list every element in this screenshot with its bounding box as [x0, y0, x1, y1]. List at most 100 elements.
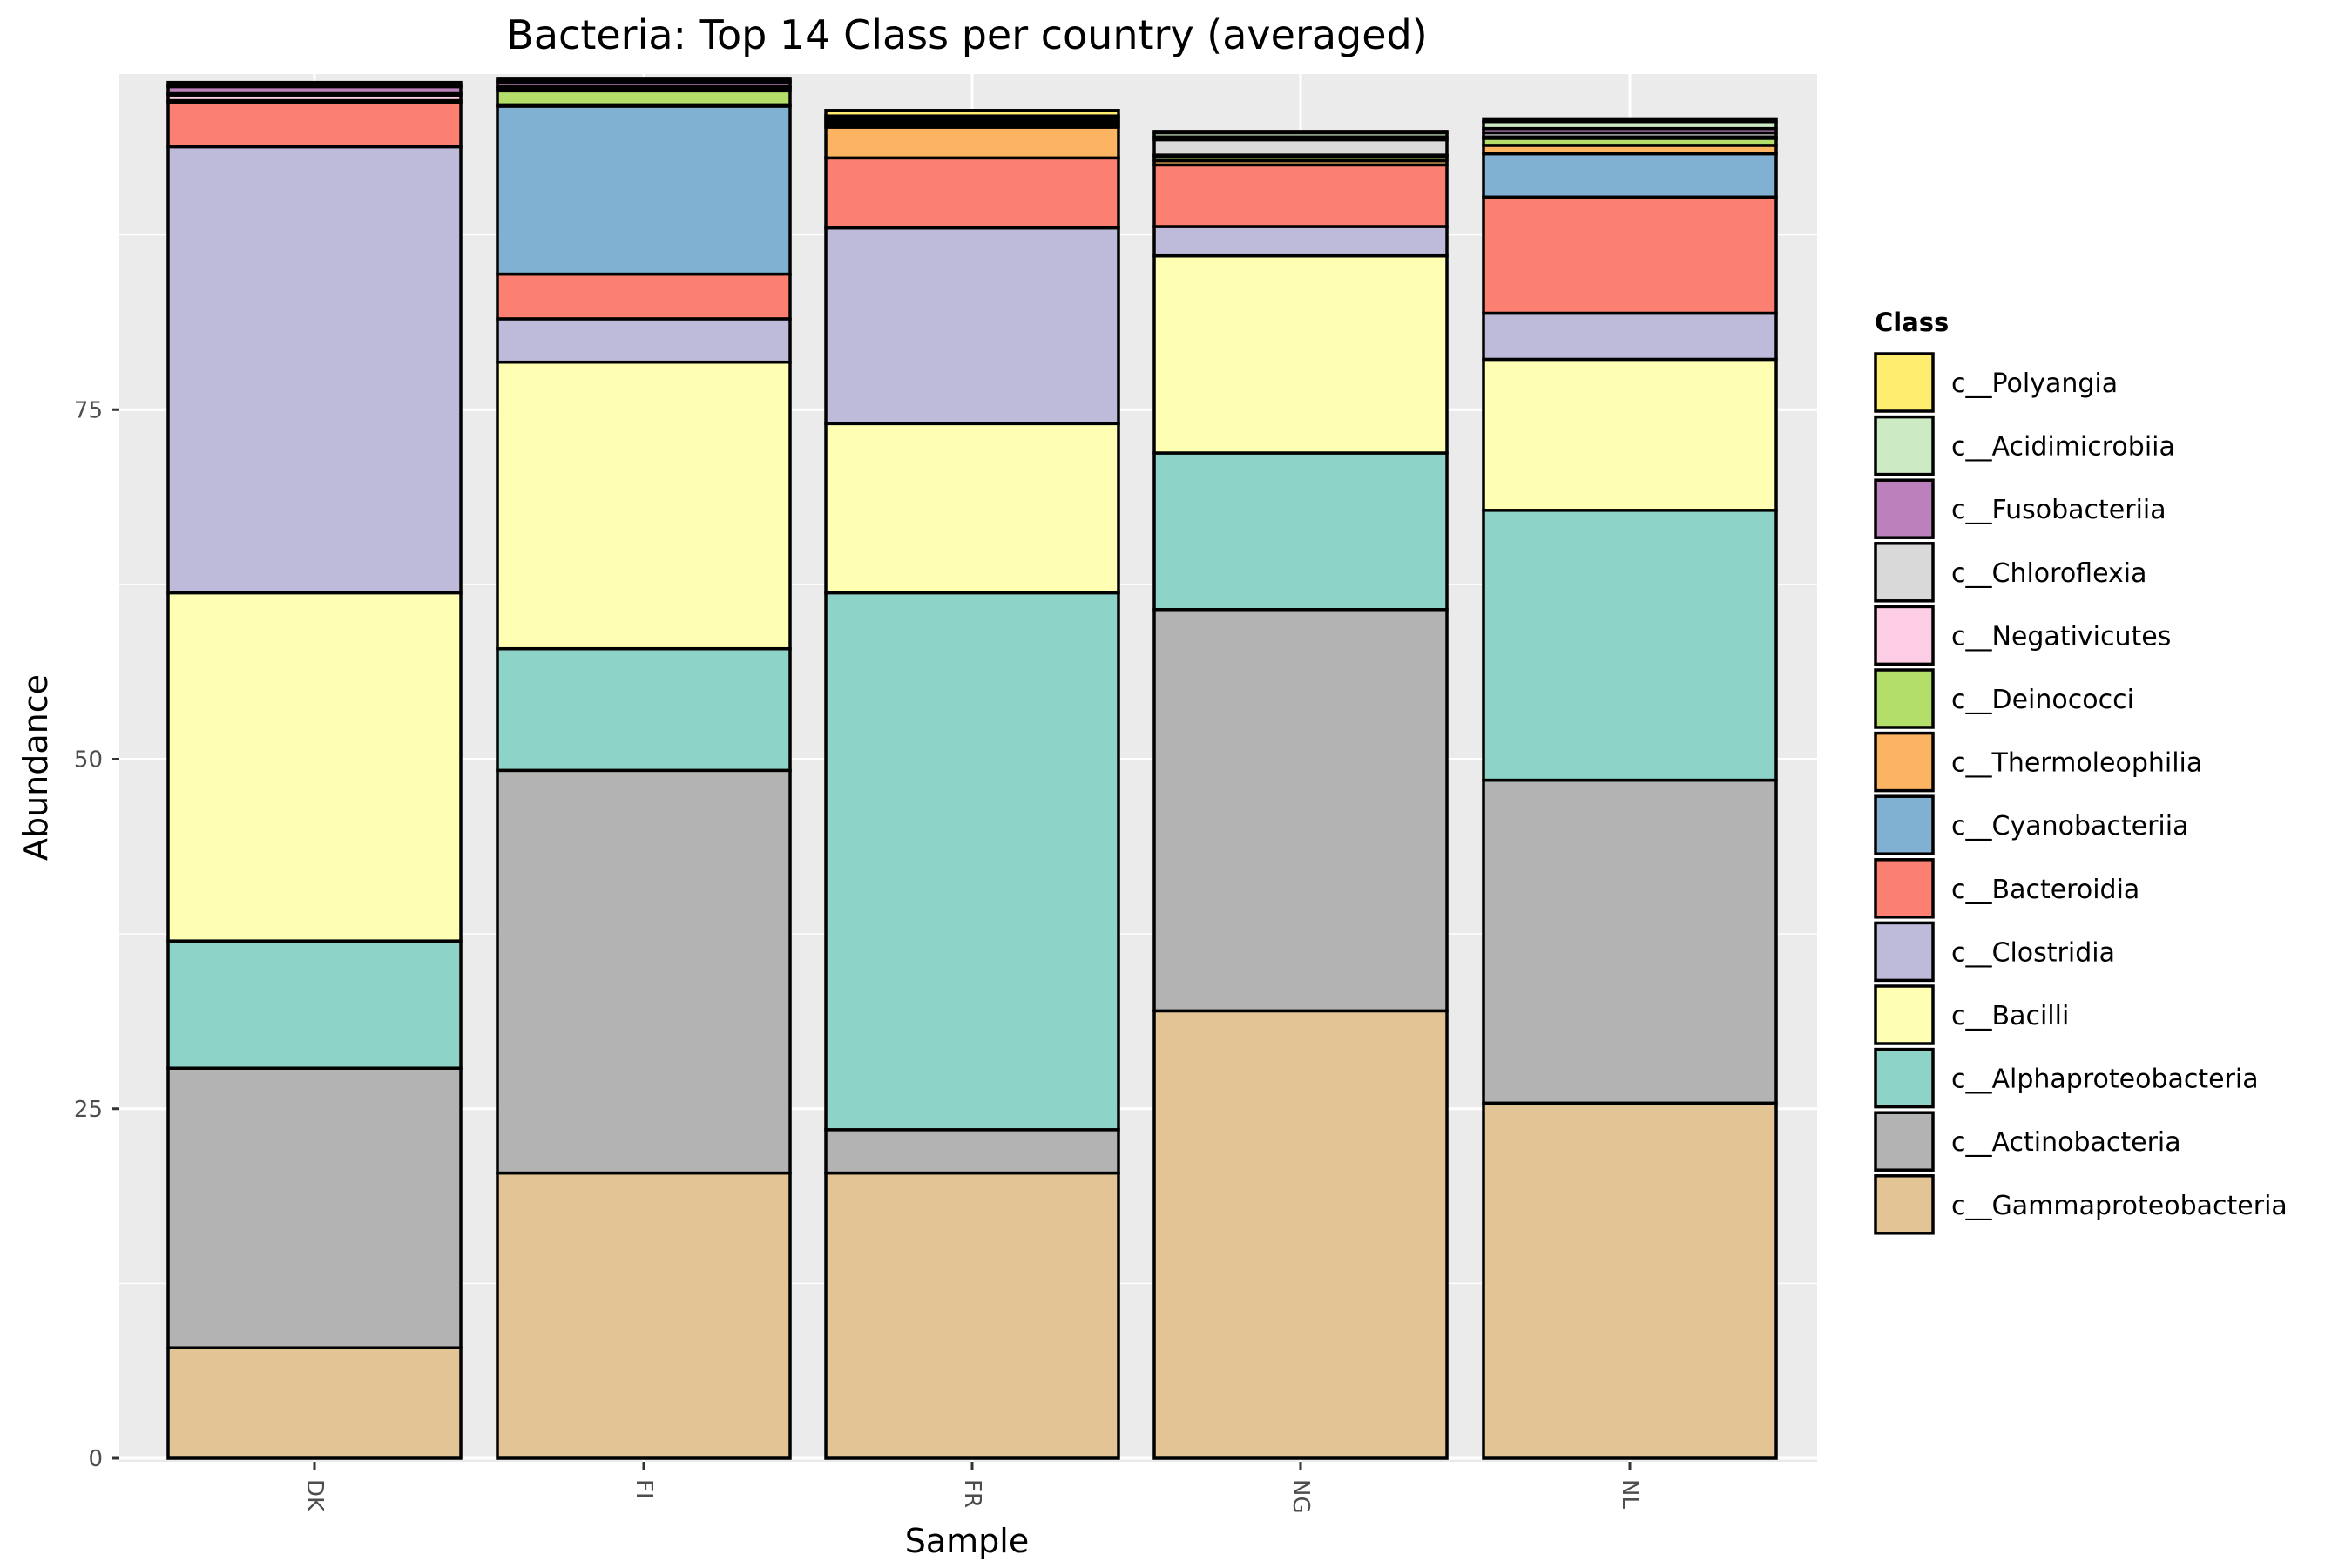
bar-segment [1152, 608, 1449, 1013]
legend-item: c__Fusobacteriia [1874, 478, 2166, 539]
legend-label: c__Acidimicrobiia [1951, 432, 2175, 463]
bar-segment [824, 125, 1120, 160]
legend-label: c__Gammaproteobacteria [1951, 1191, 2288, 1221]
bar-segment [824, 109, 1120, 118]
bar-segment [496, 1171, 792, 1460]
bar-stack-nl [1482, 117, 1778, 1460]
legend-label: c__Alphaproteobacteria [1951, 1064, 2259, 1095]
x-tick-label: FI [631, 1479, 657, 1499]
bar-stack-fr [824, 109, 1120, 1460]
y-axis-title: Abundance [17, 674, 55, 861]
x-axis-title: Sample [905, 1522, 1029, 1560]
bar-segment [1152, 163, 1449, 228]
chart-title: Bacteria: Top 14 Class per country (aver… [506, 11, 1427, 58]
bar-segment [496, 77, 792, 83]
bar-segment [1482, 509, 1778, 782]
bar-segment [1152, 138, 1449, 157]
legend-key [1874, 478, 1935, 539]
legend-label: c__Chloroflexia [1951, 558, 2146, 589]
y-tick-label: 0 [88, 1446, 103, 1472]
bar-segment [1482, 778, 1778, 1105]
legend-key [1874, 731, 1935, 793]
legend-title: Class [1875, 308, 1949, 337]
legend-item: c__Thermoleophilia [1874, 731, 2202, 793]
bar-segment [824, 226, 1120, 426]
legend-label: c__Bacteroidia [1951, 875, 2139, 905]
axes: 0 25 50 75 DK FI FR NG NL [74, 397, 1643, 1513]
legend-item: c__Acidimicrobiia [1874, 415, 2175, 476]
bar-segment [1482, 311, 1778, 362]
bar-segment [1482, 195, 1778, 315]
legend-label: c__Actinobacteria [1951, 1127, 2181, 1158]
x-tick-label: NG [1288, 1479, 1314, 1514]
legend-item: c__Clostridia [1874, 921, 2115, 983]
bar-segment [1482, 357, 1778, 512]
legend-key [1874, 984, 1935, 1045]
bar-stack-fi [496, 77, 792, 1460]
bar-segment [496, 89, 792, 107]
legend-label: c__Deinococci [1951, 685, 2134, 715]
x-tick-label: NL [1617, 1479, 1643, 1509]
legend-item: c__Bacteroidia [1874, 858, 2139, 919]
bar-segment [496, 317, 792, 364]
bars [166, 77, 1778, 1460]
legend-key [1874, 921, 1935, 983]
bar-segment [166, 591, 463, 943]
bar-stack-dk [166, 80, 463, 1460]
bar-segment [824, 422, 1120, 595]
bar-segment [1482, 1101, 1778, 1460]
y-tick-label: 75 [74, 397, 103, 423]
legend-label: c__Polyangia [1951, 368, 2118, 399]
x-tick-label: FR [959, 1479, 985, 1508]
legend-item: c__Alphaproteobacteria [1874, 1047, 2259, 1109]
legend-item: c__Polyangia [1874, 352, 2118, 413]
bar-segment [496, 105, 792, 276]
bar-segment [496, 646, 792, 773]
bar-segment [496, 768, 792, 1175]
bar-segment [166, 1346, 463, 1460]
legend-key [1874, 1174, 1935, 1235]
bar-segment [1152, 130, 1449, 135]
y-tick-label: 25 [74, 1097, 103, 1123]
bar-segment [1482, 117, 1778, 124]
bar-segment [166, 100, 463, 149]
bar-segment [824, 1128, 1120, 1175]
bar-segment [824, 591, 1120, 1132]
legend-item: c__Negativicutes [1874, 605, 2171, 666]
legend-key [1874, 668, 1935, 729]
legend-key [1874, 605, 1935, 666]
legend-key [1874, 794, 1935, 855]
bar-segment [166, 939, 463, 1070]
legend-label: c__Negativicutes [1951, 621, 2171, 652]
legend-item: c__Gammaproteobacteria [1874, 1174, 2288, 1235]
legend-key [1874, 542, 1935, 603]
x-tick-label: DK [301, 1479, 328, 1512]
legend-item: c__Cyanobacteriia [1874, 794, 2188, 855]
bar-segment [166, 80, 463, 87]
bar-segment [824, 1171, 1120, 1460]
y-tick-label: 50 [74, 747, 103, 774]
bar-segment [1152, 1009, 1449, 1460]
legend-item: c__Bacilli [1874, 984, 2069, 1045]
bar-segment [166, 1066, 463, 1349]
legend-label: c__Thermoleophilia [1951, 748, 2202, 779]
legend-key [1874, 352, 1935, 413]
legend-key [1874, 1047, 1935, 1109]
bar-segment [1152, 225, 1449, 258]
legend-key [1874, 1111, 1935, 1172]
legend-label: c__Clostridia [1951, 937, 2115, 968]
legend-label: c__Bacilli [1951, 1001, 2069, 1031]
bar-segment [1152, 451, 1449, 612]
legend-label: c__Cyanobacteriia [1951, 811, 2188, 841]
legend-item: c__Actinobacteria [1874, 1111, 2181, 1172]
legend: Class c__Polyangia c__Acidimicrobiia c__Fu… [1874, 308, 2288, 1235]
bar-segment [1152, 253, 1449, 455]
legend-label: c__Fusobacteriia [1951, 495, 2166, 525]
bar-segment [1482, 152, 1778, 199]
legend-key [1874, 415, 1935, 476]
bar-segment [824, 156, 1120, 230]
legend-item: c__Deinococci [1874, 668, 2134, 729]
bar-segment [166, 145, 463, 595]
bar-segment [496, 272, 792, 321]
